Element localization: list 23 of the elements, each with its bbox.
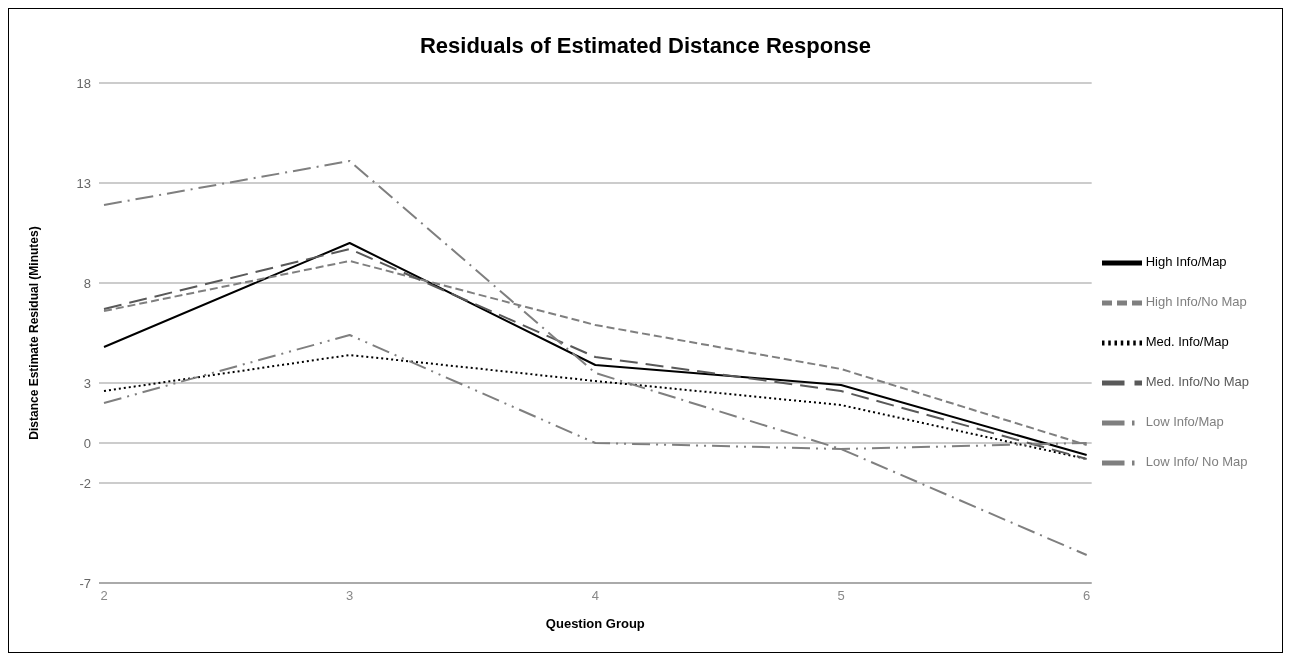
- y-tick-label: 8: [83, 275, 91, 291]
- x-tick-label: 2: [100, 588, 108, 604]
- legend-label: Low Info/Map: [1145, 414, 1224, 430]
- y-tick-label: 18: [76, 75, 91, 91]
- legend-label: High Info/Map: [1145, 254, 1227, 270]
- x-tick-label: 5: [837, 588, 845, 604]
- legend-label: Med. Info/Map: [1145, 334, 1229, 350]
- x-tick-label: 4: [591, 588, 599, 604]
- x-axis-title: Question Group: [545, 616, 645, 631]
- y-tick-label: 0: [83, 435, 91, 451]
- y-axis-title: Distance Estimate Residual (Minutes): [27, 226, 42, 440]
- line-series: [103, 160, 1088, 556]
- y-tick-label: -2: [79, 475, 91, 491]
- y-tick-label: -7: [79, 575, 91, 591]
- chart-title: Residuals of Estimated Distance Response: [418, 32, 873, 60]
- y-tick-label: 13: [76, 175, 91, 191]
- legend-label: Med. Info/No Map: [1145, 374, 1249, 390]
- legend-label: High Info/No Map: [1145, 294, 1247, 310]
- x-tick-label: 6: [1083, 588, 1091, 604]
- x-tick-label: 3: [346, 588, 354, 604]
- y-tick-label: 3: [83, 375, 91, 391]
- line-series: [103, 354, 1088, 460]
- legend-label: Low Info/ No Map: [1145, 454, 1248, 470]
